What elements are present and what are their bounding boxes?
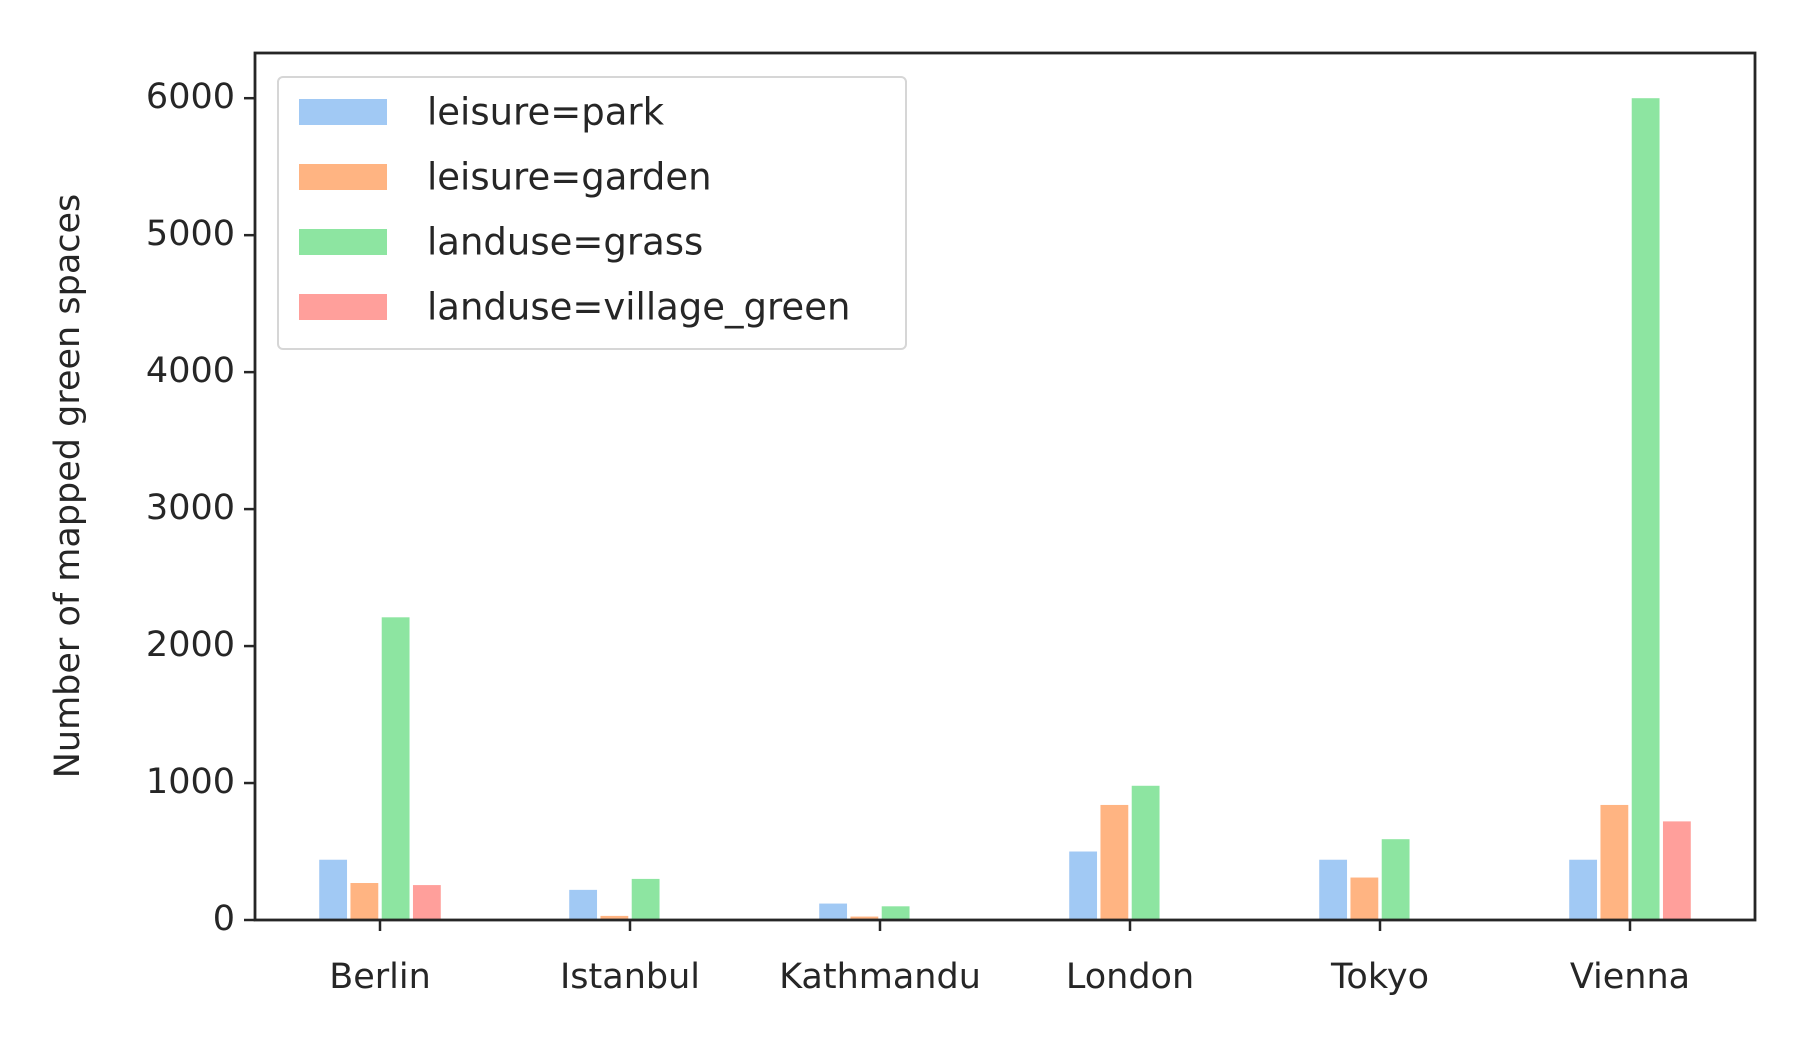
x-tick-label: Berlin	[329, 957, 431, 997]
bar	[1631, 98, 1660, 921]
bar	[381, 617, 410, 920]
x-tick-label: Istanbul	[560, 957, 700, 997]
legend-label: landuse=village_green	[427, 286, 850, 329]
bar	[412, 885, 441, 920]
bar	[1100, 804, 1129, 920]
legend-swatch	[299, 229, 387, 255]
plot-frame	[253, 51, 1757, 922]
legend-swatch	[299, 99, 387, 125]
y-tick-label: 4000	[146, 351, 235, 391]
legend-swatch	[299, 294, 387, 320]
bar	[631, 878, 660, 920]
legend-swatch	[299, 164, 387, 190]
y-tick-label: 2000	[146, 625, 235, 665]
bar	[1600, 804, 1629, 920]
bar	[600, 915, 629, 920]
y-tick-label: 3000	[146, 488, 235, 528]
y-tick-label: 5000	[146, 214, 235, 254]
x-tick-label: Kathmandu	[779, 957, 981, 997]
bar	[1319, 859, 1348, 920]
y-axis-label: Number of mapped green spaces	[48, 194, 88, 779]
legend-label: landuse=grass	[427, 221, 703, 264]
bar	[850, 916, 879, 920]
bar	[569, 889, 598, 920]
bar	[1350, 877, 1379, 920]
bar	[319, 859, 348, 920]
bar	[881, 906, 910, 920]
legend-label: leisure=park	[427, 91, 665, 134]
legend-frame	[277, 76, 907, 350]
bar	[1131, 785, 1160, 920]
bar	[1569, 859, 1598, 920]
x-tick-label: Tokyo	[1330, 957, 1429, 997]
bar	[1662, 821, 1691, 920]
bar	[1381, 839, 1410, 920]
bar	[1069, 851, 1098, 920]
y-tick-label: 1000	[146, 762, 235, 802]
legend-label: leisure=garden	[427, 156, 712, 199]
x-tick-label: Vienna	[1570, 957, 1690, 997]
y-tick-label: 6000	[146, 77, 235, 117]
legend: leisure=park leisure=garden landuse=grass l…	[277, 76, 907, 350]
y-tick-label: 0	[213, 899, 235, 939]
x-tick-label: London	[1066, 957, 1194, 997]
bar	[819, 903, 848, 920]
bar	[350, 883, 379, 920]
